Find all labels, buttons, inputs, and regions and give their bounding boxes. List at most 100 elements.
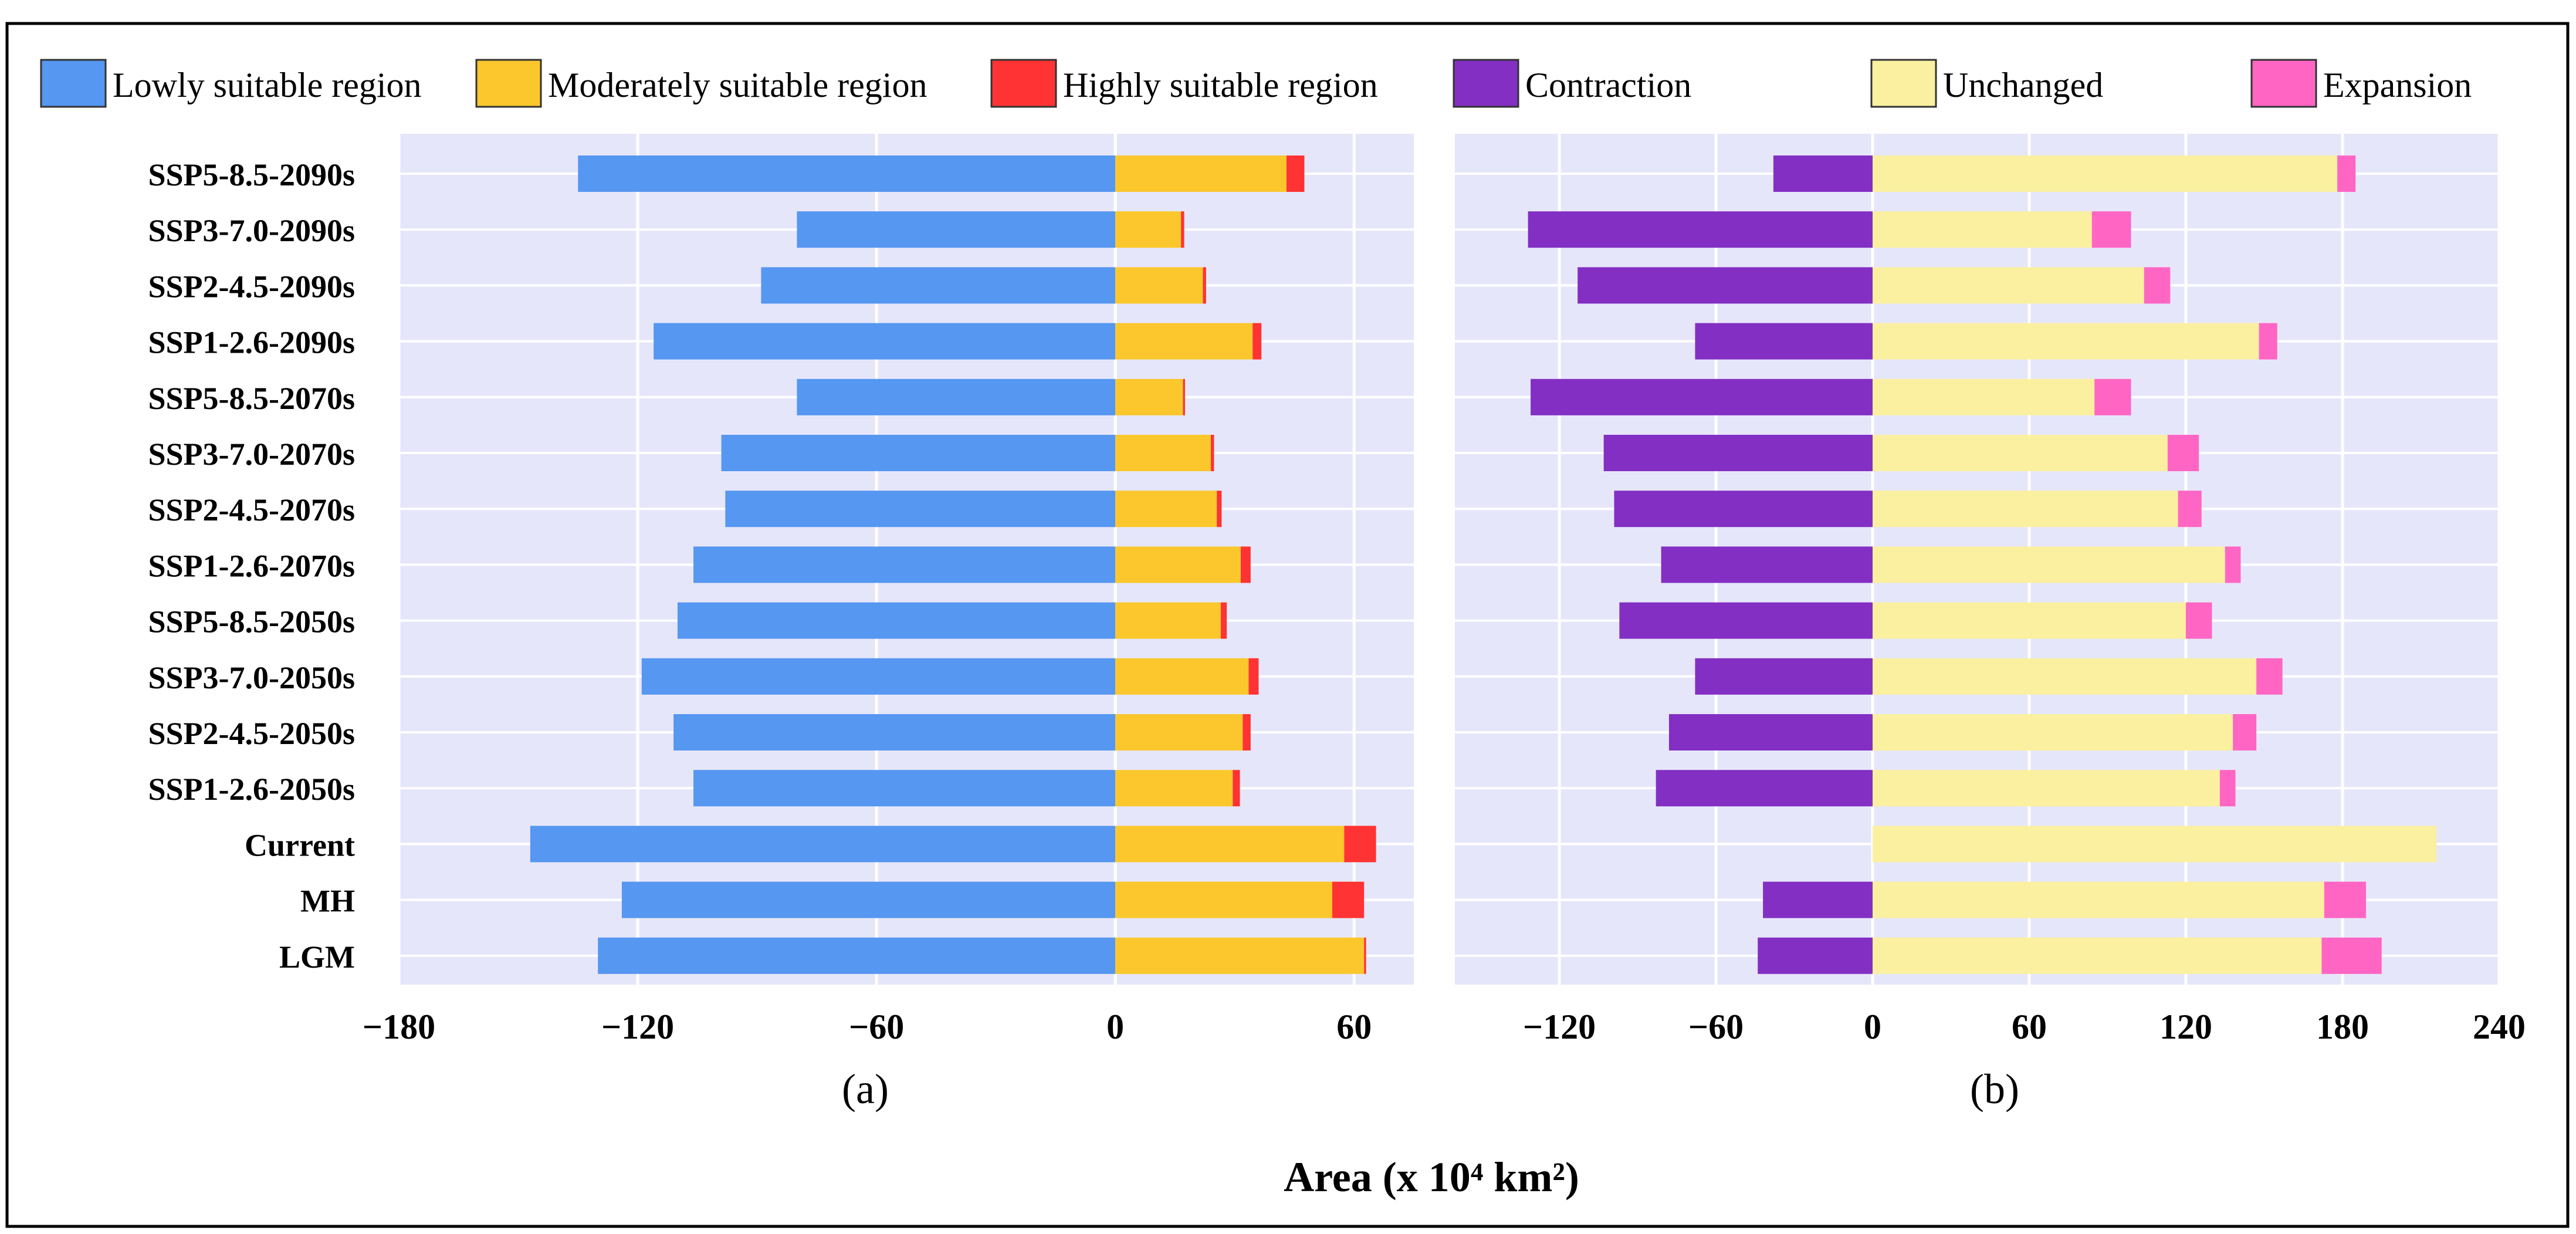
bar-unchanged-ssp3-7-0-2050s	[1873, 658, 2257, 695]
legend-label: Lowly suitable region	[113, 66, 422, 104]
category-label-mh: MH	[300, 884, 355, 919]
category-label-lgm: LGM	[279, 939, 355, 975]
panel-b-x-ticks: −120 −60 0 60 120 180 240	[1523, 1008, 2526, 1046]
legend-item-moderately-suitable-region: Moderately suitable region	[475, 59, 927, 108]
legend-label: Unchanged	[1943, 66, 2103, 104]
legend: Lowly suitable region Moderately suitable…	[40, 59, 2472, 108]
bar-lowly-suitable-region-ssp5-8-5-2050s	[677, 602, 1116, 639]
bar-expansion-ssp5-8-5-2050s	[2186, 602, 2212, 639]
bar-contraction-ssp3-7-0-2090s	[1528, 211, 1873, 248]
bar-unchanged-mh	[1873, 881, 2324, 918]
bar-contraction-lgm	[1758, 937, 1873, 974]
bar-moderately-suitable-region-ssp1-2-6-2070s	[1115, 546, 1241, 583]
bar-unchanged-ssp3-7-0-2070s	[1873, 435, 2168, 471]
bar-moderately-suitable-region-ssp2-4-5-2050s	[1115, 714, 1243, 750]
bar-highly-suitable-region-ssp2-4-5-2050s	[1243, 714, 1251, 750]
bar-contraction-ssp3-7-0-2070s	[1603, 435, 1873, 471]
bar-moderately-suitable-region-current	[1115, 826, 1345, 863]
legend-swatch	[1453, 59, 1519, 108]
panel-a-x-ticks: −180 −120 −60 0 60	[363, 1008, 1372, 1046]
bar-highly-suitable-region-ssp1-2-6-2050s	[1233, 770, 1240, 807]
bar-unchanged-ssp5-8-5-2050s	[1873, 602, 2186, 639]
bar-lowly-suitable-region-ssp5-8-5-2090s	[578, 155, 1116, 192]
panel-a-label: (a)	[842, 1066, 889, 1113]
panel-b-bars	[1528, 155, 2437, 974]
bar-expansion-ssp1-2-6-2070s	[2225, 546, 2241, 583]
category-label-ssp3-7-0-2070s: SSP3-7.0-2070s	[148, 437, 355, 472]
x-tick-label: 60	[1336, 1008, 1372, 1046]
bar-lowly-suitable-region-ssp1-2-6-2070s	[693, 546, 1116, 583]
bar-moderately-suitable-region-ssp2-4-5-2090s	[1115, 267, 1203, 304]
category-label-current: Current	[245, 827, 355, 863]
x-tick-label: −60	[1688, 1008, 1744, 1046]
bar-unchanged-ssp5-8-5-2070s	[1873, 378, 2095, 415]
bar-moderately-suitable-region-ssp1-2-6-2050s	[1115, 770, 1233, 807]
bar-unchanged-ssp2-4-5-2090s	[1873, 267, 2144, 304]
bar-lowly-suitable-region-lgm	[598, 937, 1116, 974]
bar-highly-suitable-region-ssp5-8-5-2070s	[1183, 378, 1185, 415]
bar-expansion-ssp2-4-5-2050s	[2233, 714, 2257, 750]
category-label-ssp2-4-5-2050s: SSP2-4.5-2050s	[148, 716, 355, 751]
bar-contraction-ssp5-8-5-2090s	[1773, 155, 1873, 192]
x-tick-label: −120	[601, 1008, 674, 1046]
bar-moderately-suitable-region-ssp3-7-0-2050s	[1115, 658, 1249, 695]
legend-item-highly-suitable-region: Highly suitable region	[990, 59, 1378, 108]
bar-unchanged-current	[1873, 826, 2437, 863]
bar-lowly-suitable-region-ssp3-7-0-2090s	[797, 211, 1116, 248]
bar-highly-suitable-region-ssp2-4-5-2090s	[1203, 267, 1206, 304]
bar-lowly-suitable-region-ssp2-4-5-2090s	[761, 267, 1116, 304]
bar-unchanged-ssp1-2-6-2090s	[1873, 323, 2259, 360]
category-label-ssp2-4-5-2090s: SSP2-4.5-2090s	[148, 269, 355, 304]
x-tick-label: 0	[1864, 1008, 1881, 1046]
bar-contraction-ssp2-4-5-2090s	[1578, 267, 1873, 304]
legend-label: Highly suitable region	[1063, 66, 1378, 104]
bar-expansion-ssp5-8-5-2090s	[2337, 155, 2356, 192]
bar-moderately-suitable-region-mh	[1115, 881, 1332, 918]
x-tick-label: −60	[849, 1008, 904, 1046]
legend-item-lowly-suitable-region: Lowly suitable region	[40, 59, 422, 108]
bar-highly-suitable-region-ssp3-7-0-2050s	[1248, 658, 1259, 695]
x-tick-label: −120	[1523, 1008, 1596, 1046]
legend-swatch	[475, 59, 542, 108]
bar-expansion-mh	[2324, 881, 2367, 918]
category-label-ssp5-8-5-2070s: SSP5-8.5-2070s	[148, 381, 355, 416]
bar-lowly-suitable-region-ssp2-4-5-2050s	[673, 714, 1116, 750]
bar-lowly-suitable-region-current	[530, 826, 1116, 863]
bar-contraction-ssp5-8-5-2050s	[1619, 602, 1873, 639]
bar-contraction-mh	[1763, 881, 1873, 918]
legend-item-expansion: Expansion	[2250, 59, 2472, 108]
bar-highly-suitable-region-ssp3-7-0-2070s	[1211, 435, 1214, 471]
legend-label: Expansion	[2323, 66, 2472, 104]
legend-label: Moderately suitable region	[548, 66, 927, 104]
bar-moderately-suitable-region-ssp1-2-6-2090s	[1115, 323, 1253, 360]
bar-lowly-suitable-region-mh	[621, 881, 1116, 918]
panel-b-label: (b)	[1970, 1066, 2019, 1113]
bar-contraction-ssp1-2-6-2050s	[1656, 770, 1873, 807]
bar-expansion-ssp2-4-5-2090s	[2144, 267, 2171, 304]
bar-expansion-ssp3-7-0-2070s	[2167, 435, 2199, 471]
bar-expansion-ssp2-4-5-2070s	[2178, 491, 2202, 528]
bar-expansion-lgm	[2321, 937, 2382, 974]
bar-highly-suitable-region-ssp5-8-5-2090s	[1286, 155, 1305, 192]
bar-lowly-suitable-region-ssp5-8-5-2070s	[797, 378, 1116, 415]
bar-lowly-suitable-region-ssp3-7-0-2050s	[641, 658, 1116, 695]
bar-moderately-suitable-region-ssp2-4-5-2070s	[1115, 491, 1217, 528]
bar-moderately-suitable-region-ssp3-7-0-2070s	[1115, 435, 1211, 471]
category-label-ssp3-7-0-2050s: SSP3-7.0-2050s	[148, 660, 355, 695]
bar-moderately-suitable-region-ssp5-8-5-2090s	[1115, 155, 1287, 192]
x-tick-label: 120	[2159, 1008, 2212, 1046]
bar-contraction-ssp1-2-6-2090s	[1695, 323, 1873, 360]
bar-lowly-suitable-region-ssp1-2-6-2050s	[693, 770, 1116, 807]
legend-swatch	[2250, 59, 2317, 108]
category-label-ssp1-2-6-2090s: SSP1-2.6-2090s	[148, 325, 355, 360]
bar-moderately-suitable-region-ssp5-8-5-2050s	[1115, 602, 1221, 639]
bar-expansion-ssp3-7-0-2090s	[2091, 211, 2131, 248]
panel-a: −180 −120 −60 0 60 SSP5-8.5-2090s SSP3-7.0-20…	[148, 134, 1414, 1113]
bar-contraction-ssp2-4-5-2050s	[1668, 714, 1873, 750]
x-tick-label: 240	[2473, 1008, 2526, 1046]
category-label-ssp1-2-6-2070s: SSP1-2.6-2070s	[148, 548, 355, 583]
bar-expansion-ssp5-8-5-2070s	[2094, 378, 2131, 415]
bar-unchanged-ssp2-4-5-2050s	[1873, 714, 2233, 750]
bar-contraction-ssp2-4-5-2070s	[1614, 491, 1873, 528]
